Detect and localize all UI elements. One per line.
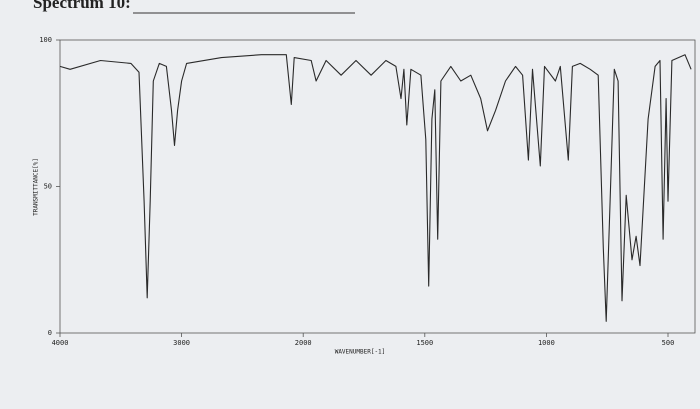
x-tick-label: 2000 <box>295 339 312 347</box>
x-tick-label: 1500 <box>416 339 433 347</box>
x-axis-label: WAVENUMBER[-1] <box>335 349 386 356</box>
y-tick-label: 50 <box>44 183 52 191</box>
y-tick-label: 100 <box>39 36 52 44</box>
y-tick-label: 0 <box>48 329 52 337</box>
x-tick-label: 1000 <box>538 339 555 347</box>
spectrum-line <box>59 54 692 322</box>
chart-title: Spectrum 10: <box>33 0 131 12</box>
x-tick-label: 500 <box>662 339 675 347</box>
x-tick-label: 4000 <box>52 339 69 347</box>
x-tick-label: 3000 <box>173 339 190 347</box>
y-axis-label: TRANSMITTANCE[%] <box>33 158 40 216</box>
